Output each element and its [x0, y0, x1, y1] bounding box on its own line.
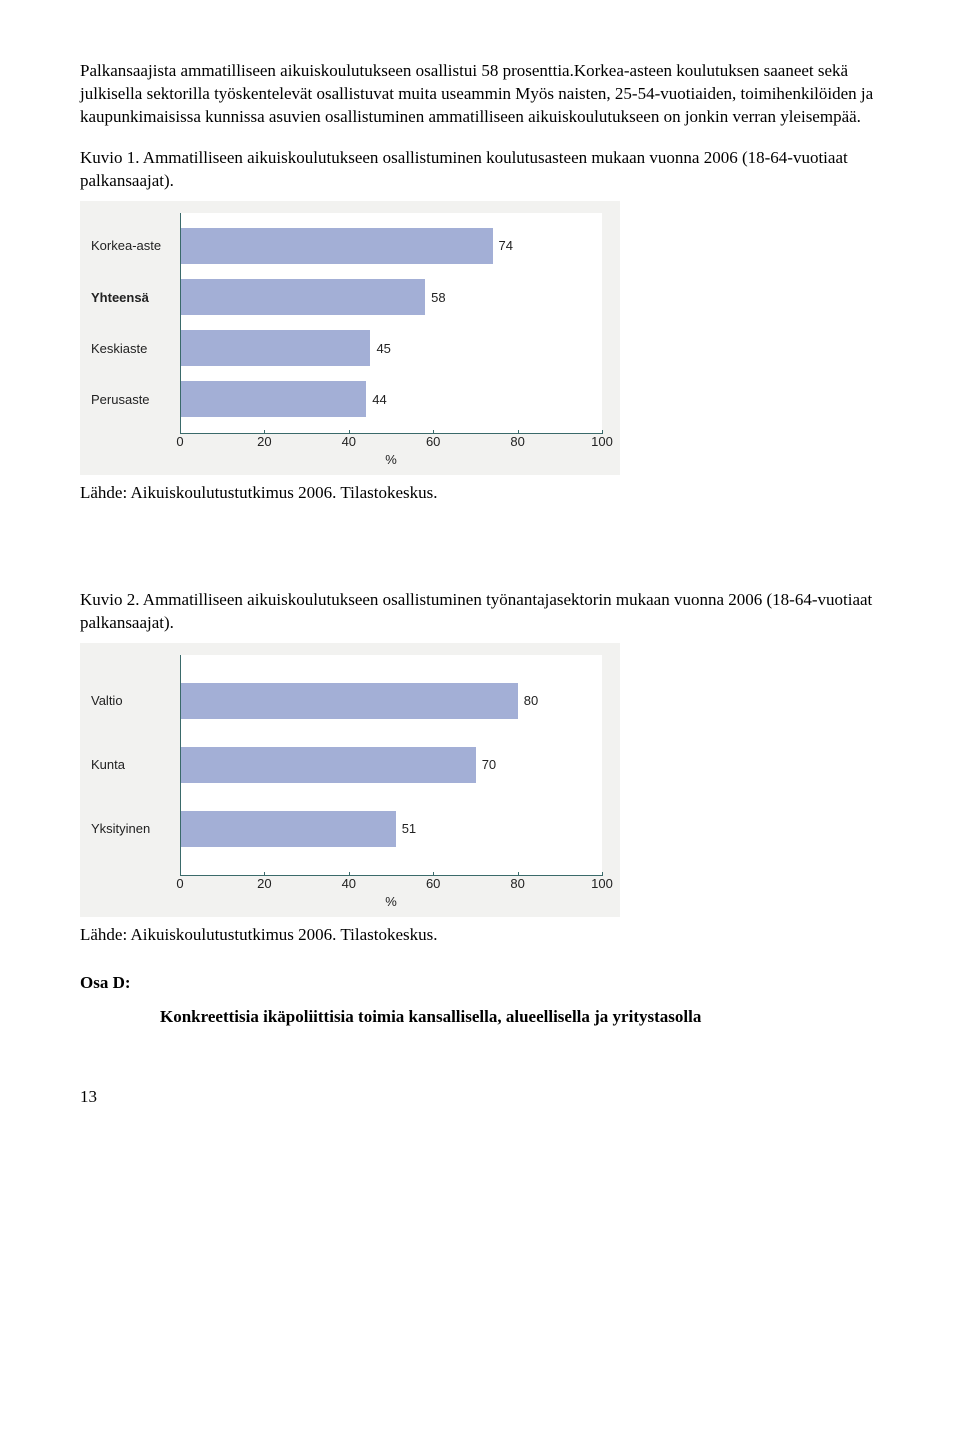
bar: [181, 330, 370, 366]
chart2-xlabel: %: [180, 894, 602, 913]
bar: [181, 683, 518, 719]
chart1: Korkea-aste74Yhteensä58Keskiaste45Perusa…: [80, 201, 620, 475]
x-tick-label: 40: [342, 876, 356, 891]
intro-paragraph: Palkansaajista ammatilliseen aikuiskoulu…: [80, 60, 880, 129]
bar-row: Valtio80: [181, 683, 602, 719]
x-tick-label: 100: [591, 434, 613, 449]
kuvio1-caption: Kuvio 1. Ammatilliseen aikuiskoulutuksee…: [80, 147, 880, 193]
bar-row: Yhteensä58: [181, 279, 602, 315]
bar-value-label: 51: [402, 821, 416, 836]
bar-category-label: Valtio: [89, 693, 181, 708]
bar-category-label: Yksityinen: [89, 821, 181, 836]
bar-row: Yksityinen51: [181, 811, 602, 847]
bar-value-label: 45: [376, 341, 390, 356]
x-tick-label: 20: [257, 434, 271, 449]
x-tick-label: 100: [591, 876, 613, 891]
bar-category-label: Keskiaste: [89, 341, 181, 356]
bar-value-label: 70: [482, 757, 496, 772]
x-tick-label: 60: [426, 876, 440, 891]
x-tick-label: 80: [510, 876, 524, 891]
x-tick-label: 80: [510, 434, 524, 449]
osa-d-label: Osa D:: [80, 973, 880, 993]
x-tick-label: 20: [257, 876, 271, 891]
bar-row: Perusaste44: [181, 381, 602, 417]
bar-row: Keskiaste45: [181, 330, 602, 366]
x-tick-label: 0: [176, 876, 183, 891]
chart1-xlabel: %: [180, 452, 602, 471]
bar: [181, 747, 476, 783]
bar: [181, 228, 493, 264]
bar: [181, 381, 366, 417]
bar-category-label: Perusaste: [89, 392, 181, 407]
x-tick-label: 0: [176, 434, 183, 449]
bar-row: Korkea-aste74: [181, 228, 602, 264]
osa-d-content: Konkreettisia ikäpoliittisia toimia kans…: [160, 1007, 880, 1027]
bar-value-label: 58: [431, 290, 445, 305]
bar: [181, 811, 396, 847]
bar-row: Kunta70: [181, 747, 602, 783]
bar: [181, 279, 425, 315]
bar-category-label: Kunta: [89, 757, 181, 772]
bar-category-label: Yhteensä: [89, 290, 181, 305]
bar-value-label: 74: [499, 238, 513, 253]
bar-value-label: 80: [524, 693, 538, 708]
source2: Lähde: Aikuiskoulutustutkimus 2006. Tila…: [80, 925, 880, 945]
kuvio2-caption: Kuvio 2. Ammatilliseen aikuiskoulutuksee…: [80, 589, 880, 635]
source1: Lähde: Aikuiskoulutustutkimus 2006. Tila…: [80, 483, 880, 503]
page-number: 13: [80, 1087, 880, 1107]
chart2: Valtio80Kunta70Yksityinen51 020406080100…: [80, 643, 620, 917]
bar-category-label: Korkea-aste: [89, 238, 181, 253]
bar-value-label: 44: [372, 392, 386, 407]
x-tick-label: 60: [426, 434, 440, 449]
x-tick-label: 40: [342, 434, 356, 449]
